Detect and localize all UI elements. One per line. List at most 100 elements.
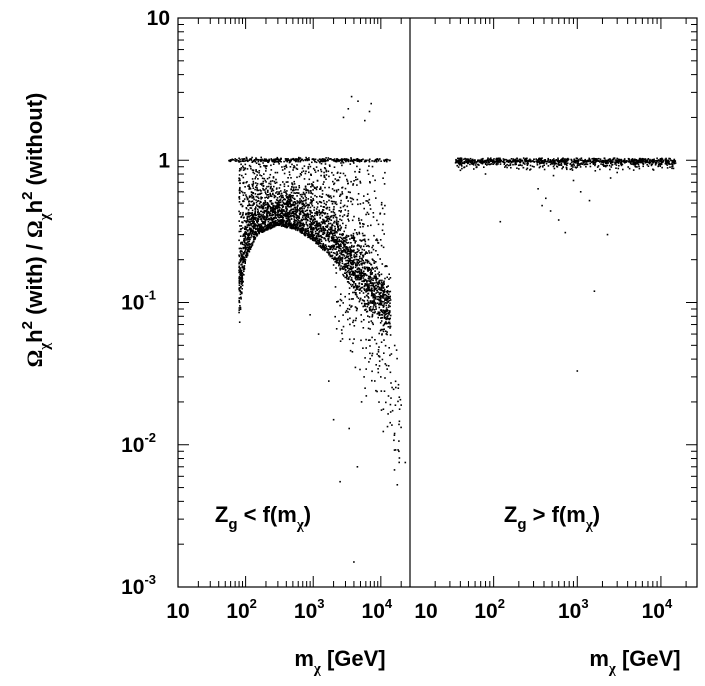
- data-point: [522, 166, 525, 169]
- data-point: [335, 236, 338, 238]
- data-point: [276, 197, 279, 199]
- data-point: [645, 161, 648, 164]
- data-point: [607, 162, 609, 164]
- data-point: [294, 226, 297, 228]
- data-point: [243, 220, 246, 222]
- data-point: [327, 231, 329, 234]
- data-point: [486, 164, 488, 166]
- data-point: [547, 159, 549, 161]
- data-point: [539, 157, 542, 160]
- data-point: [359, 276, 361, 279]
- data-point: [340, 257, 343, 259]
- data-point: [307, 216, 310, 218]
- data-point: [321, 189, 324, 192]
- data-point: [326, 218, 329, 220]
- data-point: [501, 160, 504, 163]
- data-point: [322, 218, 324, 221]
- data-point: [240, 285, 242, 288]
- data-point: [379, 295, 382, 297]
- data-point: [368, 267, 370, 269]
- data-point: [238, 269, 240, 272]
- data-point: [583, 163, 585, 166]
- data-point: [238, 282, 241, 284]
- data-point: [283, 209, 285, 211]
- data-point: [545, 162, 548, 165]
- data-point: [375, 281, 378, 283]
- data-point: [290, 198, 292, 201]
- data-point: [389, 314, 392, 317]
- data-point: [329, 247, 332, 250]
- data-point: [364, 159, 366, 162]
- data-point: [307, 213, 310, 216]
- data-point: [340, 245, 342, 247]
- data-point: [272, 211, 275, 213]
- data-point: [273, 221, 275, 223]
- data-point: [368, 316, 371, 318]
- data-point: [327, 159, 329, 162]
- data-point: [300, 231, 303, 234]
- data-point: [346, 307, 349, 310]
- data-point: [373, 300, 376, 302]
- data-point: [378, 360, 381, 362]
- data-point: [343, 240, 345, 242]
- data-point: [253, 172, 256, 175]
- data-point: [354, 306, 357, 308]
- data-point: [365, 347, 367, 349]
- data-point: [243, 237, 245, 240]
- data-point: [294, 210, 296, 212]
- data-point: [369, 328, 371, 330]
- data-point: [251, 230, 253, 233]
- data-point: [356, 285, 359, 287]
- data-point: [253, 236, 256, 238]
- data-point: [519, 164, 521, 166]
- data-point: [580, 162, 582, 165]
- data-point: [246, 238, 248, 240]
- data-point: [258, 202, 261, 205]
- data-point: [507, 160, 509, 163]
- data-point: [337, 171, 339, 174]
- data-point: [356, 165, 358, 168]
- data-point: [366, 193, 369, 195]
- data-point: [337, 188, 340, 191]
- data-point: [387, 312, 389, 315]
- data-point: [347, 311, 349, 313]
- data-point: [353, 215, 355, 218]
- data-point: [250, 245, 253, 247]
- data-point: [346, 180, 349, 182]
- data-point: [343, 267, 346, 269]
- data-point: [508, 159, 511, 162]
- data-point: [238, 307, 241, 309]
- data-point: [374, 339, 376, 341]
- data-point: [341, 191, 343, 193]
- data-point: [343, 268, 345, 270]
- data-point: [261, 177, 264, 180]
- data-point: [311, 215, 314, 217]
- data-point: [340, 299, 343, 302]
- data-point: [263, 164, 265, 167]
- data-point: [281, 206, 284, 208]
- data-point: [325, 245, 328, 248]
- data-point: [333, 183, 335, 186]
- data-point: [257, 178, 259, 180]
- data-point: [301, 202, 303, 205]
- data-point: [353, 325, 356, 327]
- data-point: [345, 197, 348, 199]
- data-point: [351, 160, 353, 162]
- data-point: [279, 198, 282, 201]
- data-point: [332, 214, 334, 217]
- data-point: [291, 227, 293, 230]
- data-point: [381, 295, 384, 297]
- data-point: [372, 216, 375, 218]
- data-point: [285, 164, 287, 167]
- data-point: [592, 161, 594, 163]
- data-point: [523, 158, 526, 161]
- data-point: [277, 161, 280, 164]
- data-point: [315, 220, 317, 223]
- data-point: [388, 159, 391, 162]
- data-point: [366, 285, 368, 287]
- data-point: [296, 229, 299, 232]
- data-point: [301, 206, 304, 208]
- data-point: [357, 250, 359, 253]
- data-point: [271, 203, 273, 205]
- data-point: [344, 159, 346, 162]
